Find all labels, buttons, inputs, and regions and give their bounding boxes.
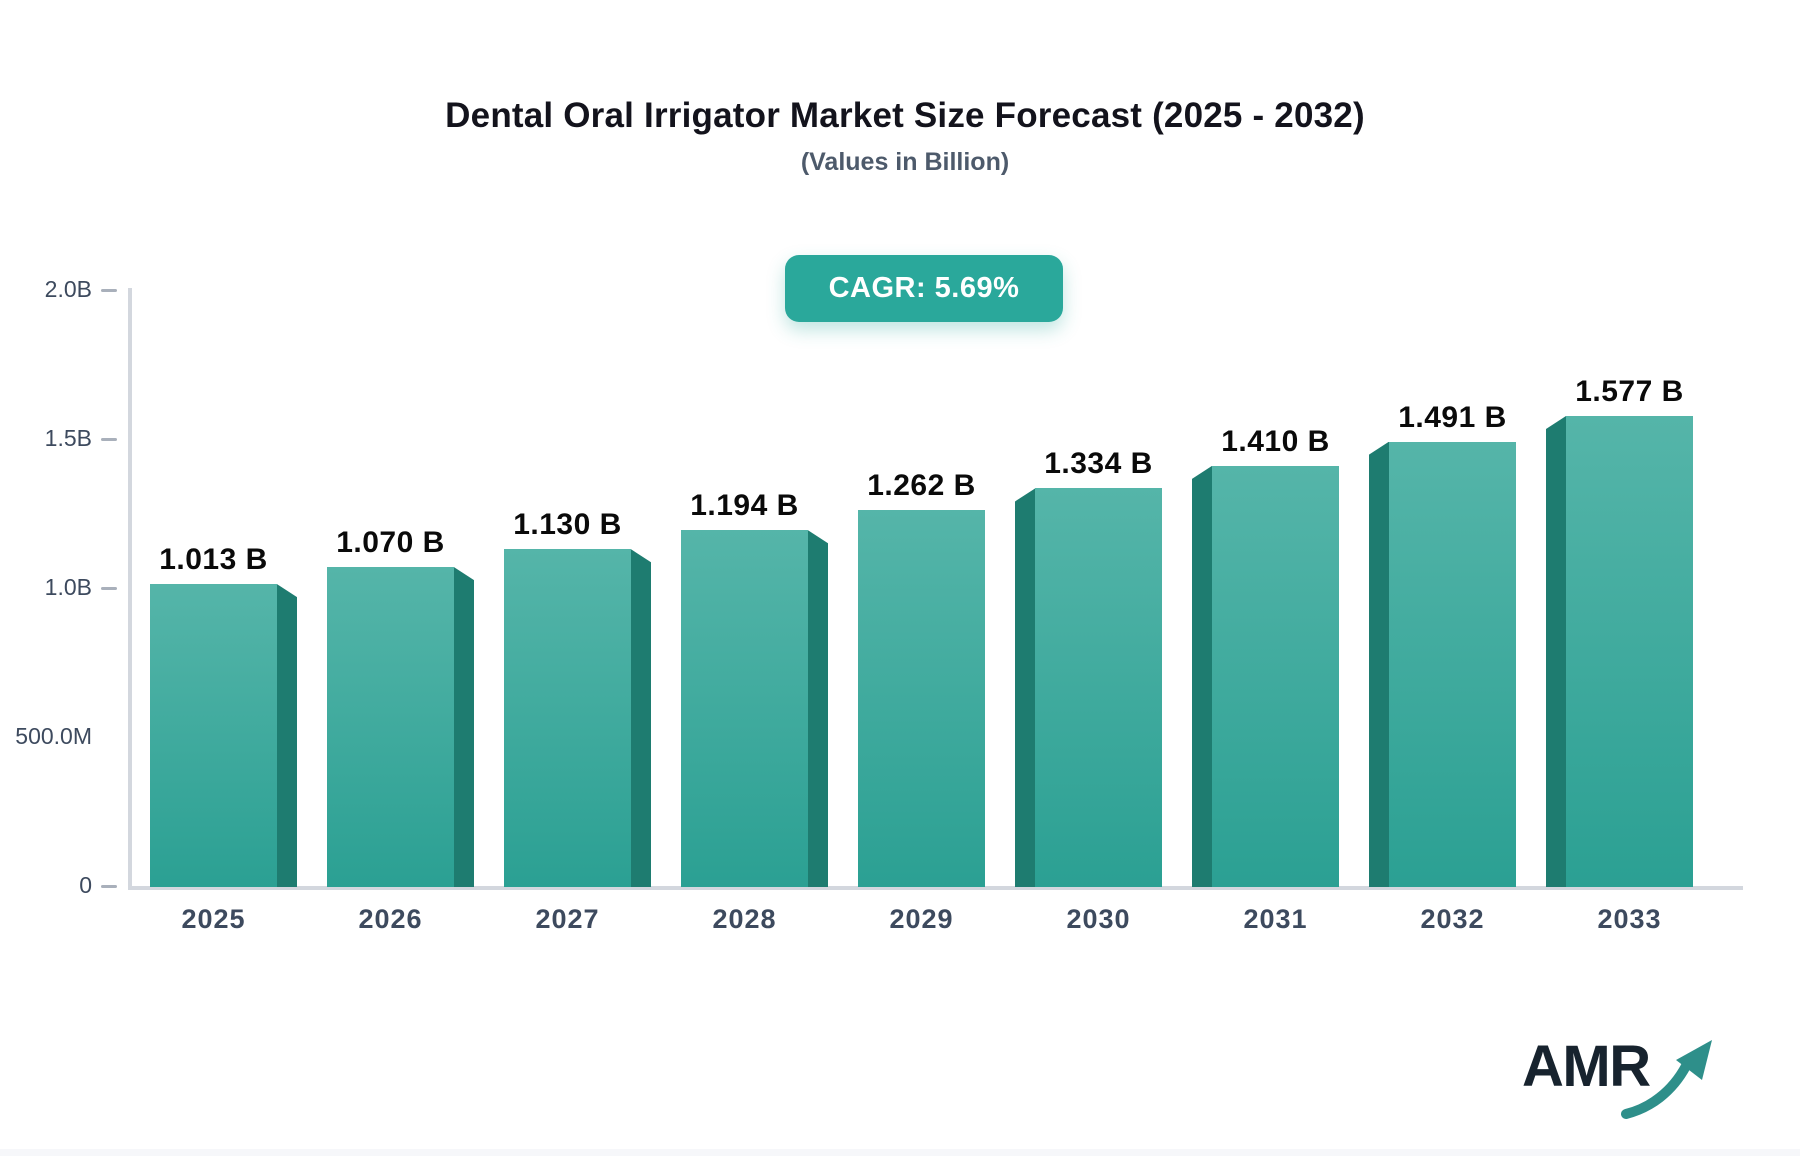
bar-value-label: 1.410 B bbox=[1221, 424, 1330, 458]
y-axis-tick bbox=[101, 885, 117, 888]
bar-value-label: 1.491 B bbox=[1398, 400, 1507, 434]
y-axis-label: 1.5B bbox=[44, 425, 92, 451]
y-axis-tick bbox=[101, 289, 117, 292]
bar-2033-side-face bbox=[1546, 416, 1566, 887]
x-axis-label-2030: 2030 bbox=[1066, 904, 1131, 934]
chart-subtitle: (Values in Billion) bbox=[800, 148, 1010, 176]
bar-2031-side-face bbox=[1192, 465, 1212, 887]
x-axis-baseline bbox=[128, 886, 1743, 890]
y-axis-label: 500.0M bbox=[15, 723, 92, 749]
bar-2026[interactable] bbox=[327, 567, 454, 887]
y-axis-label: 0 bbox=[79, 872, 92, 898]
amr-logo: AMR bbox=[1522, 1030, 1722, 1125]
bar-2025[interactable] bbox=[150, 584, 277, 887]
x-axis-label-2026: 2026 bbox=[358, 904, 423, 934]
y-axis-line bbox=[128, 288, 132, 888]
bar-value-label: 1.013 B bbox=[159, 543, 268, 577]
bar-2027[interactable] bbox=[504, 549, 631, 887]
growth-arrow-icon bbox=[1621, 1040, 1712, 1119]
x-axis-label-2027: 2027 bbox=[535, 904, 600, 934]
chart-title: Dental Oral Irrigator Market Size Foreca… bbox=[445, 96, 1365, 135]
bar-2030[interactable] bbox=[1035, 488, 1162, 887]
bar-value-label: 1.194 B bbox=[690, 489, 799, 523]
x-axis-label-2025: 2025 bbox=[181, 904, 246, 934]
bar-2028[interactable] bbox=[681, 530, 808, 887]
bar-2032[interactable] bbox=[1389, 441, 1516, 887]
x-axis-label-2028: 2028 bbox=[712, 904, 777, 934]
x-axis-label-2032: 2032 bbox=[1420, 904, 1485, 934]
amr-logo-text: AMR bbox=[1522, 1034, 1651, 1099]
bar-value-label: 1.334 B bbox=[1044, 447, 1153, 481]
bar-2027-side-face bbox=[631, 549, 651, 887]
bar-2029[interactable] bbox=[858, 509, 985, 887]
x-axis-label-2029: 2029 bbox=[889, 904, 954, 934]
bar-2031[interactable] bbox=[1212, 465, 1339, 887]
x-axis-label-2033: 2033 bbox=[1597, 904, 1662, 934]
cagr-badge: CAGR: 5.69% bbox=[785, 255, 1063, 322]
bar-2028-side-face bbox=[808, 530, 828, 887]
bar-2025-side-face bbox=[277, 584, 297, 887]
bar-2030-side-face bbox=[1015, 488, 1035, 887]
bar-2033[interactable] bbox=[1566, 416, 1693, 887]
y-axis-label: 2.0B bbox=[44, 276, 92, 302]
bar-2026-side-face bbox=[454, 567, 474, 887]
y-axis-label: 1.0B bbox=[44, 574, 92, 600]
bar-2032-side-face bbox=[1369, 441, 1389, 887]
page-bottom-edge bbox=[0, 1149, 1800, 1156]
bar-value-label: 1.577 B bbox=[1575, 375, 1684, 409]
y-axis-tick bbox=[101, 438, 117, 441]
bar-value-label: 1.262 B bbox=[867, 468, 976, 502]
bar-value-label: 1.070 B bbox=[336, 526, 445, 560]
bar-value-label: 1.130 B bbox=[513, 508, 622, 542]
y-axis-tick bbox=[101, 587, 117, 590]
x-axis-label-2031: 2031 bbox=[1243, 904, 1308, 934]
